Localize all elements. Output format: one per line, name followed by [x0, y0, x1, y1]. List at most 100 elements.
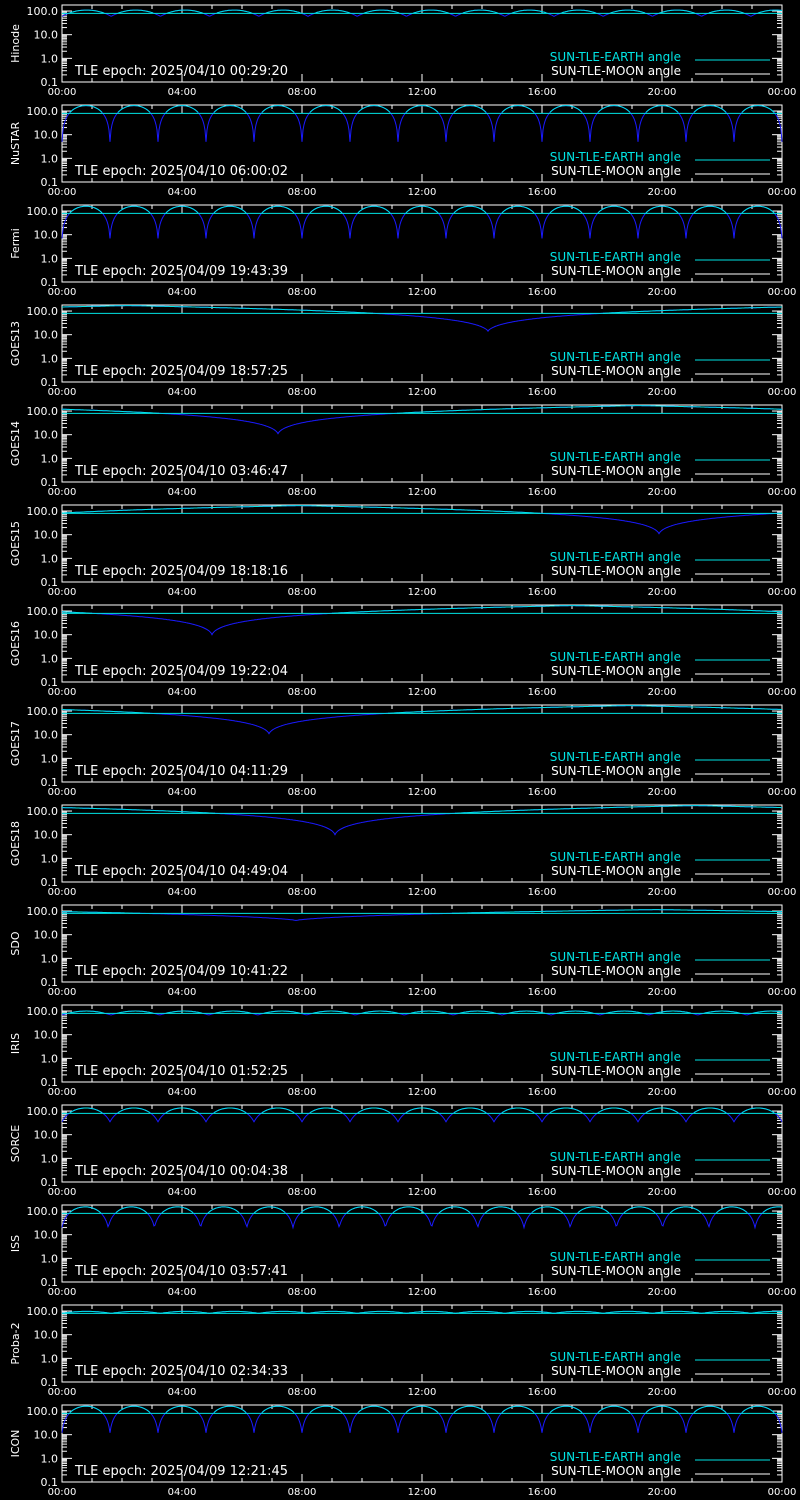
earth-angle-highlight	[117, 205, 151, 214]
earth-angle-highlight	[116, 1010, 154, 1014]
x-tick-label: 12:00	[408, 687, 437, 698]
earth-angle-highlight	[263, 1010, 301, 1014]
tle-epoch-annotation: TLE epoch: 2025/04/10 02:34:33	[74, 1364, 288, 1379]
x-tick-label: 04:00	[168, 1487, 197, 1498]
x-tick-label: 16:00	[528, 1087, 557, 1098]
legend-moon-label: SUN-TLE-MOON angle	[551, 1064, 681, 1078]
y-tick-label: 0.1	[41, 1076, 59, 1089]
earth-angle-highlight	[549, 1405, 583, 1413]
y-tick-label: 0.1	[41, 476, 59, 489]
y-tick-label: 100.0	[27, 1105, 59, 1118]
x-tick-label: 04:00	[168, 987, 197, 998]
y-axis-label: Fermi	[9, 228, 22, 259]
x-tick-label: 08:00	[288, 587, 317, 598]
earth-angle-highlight	[357, 1107, 391, 1114]
legend-earth-label: SUN-TLE-EARTH angle	[550, 1250, 681, 1264]
y-tick-label: 0.1	[41, 576, 59, 589]
x-tick-label: 12:00	[408, 787, 437, 798]
x-tick-label: 20:00	[648, 887, 677, 898]
earth-angle-highlight	[117, 9, 154, 14]
earth-angle-highlight	[501, 105, 535, 113]
legend-moon-label: SUN-TLE-MOON angle	[551, 264, 681, 278]
legend-moon-label: SUN-TLE-MOON angle	[551, 864, 681, 878]
earth-angle-highlight	[62, 305, 374, 314]
earth-angle-highlight	[165, 1107, 199, 1114]
earth-angle-highlight	[605, 1010, 643, 1014]
earth-angle-highlight	[363, 9, 400, 14]
earth-angle-highlight	[261, 1107, 295, 1114]
x-tick-label: 00:00	[48, 1387, 77, 1398]
x-tick-label: 00:00	[48, 887, 77, 898]
x-tick-label: 16:00	[528, 887, 557, 898]
legend-earth-label: SUN-TLE-EARTH angle	[550, 550, 681, 564]
tle-epoch-annotation: TLE epoch: 2025/04/10 04:11:29	[74, 764, 288, 779]
earth-angle-highlight	[309, 205, 343, 214]
earth-angle-highlight	[452, 909, 782, 914]
x-tick-label: 16:00	[528, 687, 557, 698]
y-tick-label: 100.0	[27, 805, 59, 818]
panel-proba-2: 0.1 1.0 10.0 100.0 00:00 04:00 08:00 12:00 16:00…	[9, 1304, 796, 1398]
x-tick-label: 00:00	[48, 1487, 77, 1498]
x-tick-label: 00:00	[768, 987, 797, 998]
earth-angle-highlight	[117, 105, 151, 113]
earth-angle-highlight	[213, 1107, 247, 1114]
x-tick-label: 20:00	[648, 1187, 677, 1198]
panel-goes13: 0.1 1.0 10.0 100.0 00:00 04:00 08:00 12:00 16:00…	[9, 304, 796, 398]
earth-angle-highlight	[214, 1010, 252, 1014]
panel-iss: 0.1 1.0 10.0 100.0 00:00 04:00 08:00 12:00 16:00…	[9, 1204, 796, 1298]
panel-goes15: 0.1 1.0 10.0 100.0 00:00 04:00 08:00 12:00 16:00…	[9, 504, 796, 598]
x-tick-label: 08:00	[288, 1187, 317, 1198]
x-tick-label: 08:00	[288, 87, 317, 98]
x-tick-label: 04:00	[168, 587, 197, 598]
x-tick-label: 16:00	[528, 287, 557, 298]
tle-epoch-annotation: TLE epoch: 2025/04/10 01:52:25	[74, 1064, 288, 1079]
earth-angle-highlight	[658, 9, 696, 14]
earth-angle-highlight	[265, 9, 302, 14]
earth-angle-highlight	[556, 1010, 594, 1014]
earth-angle-highlight	[207, 1206, 240, 1214]
legend-moon-label: SUN-TLE-MOON angle	[551, 764, 681, 778]
earth-angle-highlight	[453, 1405, 487, 1413]
panel-iris: 0.1 1.0 10.0 100.0 00:00 04:00 08:00 12:00 16:00…	[9, 1004, 796, 1098]
earth-angle-highlight	[253, 1206, 286, 1214]
earth-angle-highlight	[645, 105, 679, 113]
earth-angle-highlight	[213, 105, 247, 113]
y-axis-label: GOES17	[9, 721, 22, 766]
earth-angle-highlight	[762, 1206, 783, 1213]
x-tick-label: 04:00	[168, 487, 197, 498]
earth-angle-highlight	[69, 1206, 102, 1214]
x-tick-label: 16:00	[528, 487, 557, 498]
y-tick-label: 0.1	[41, 776, 59, 789]
x-tick-label: 16:00	[528, 1287, 557, 1298]
earth-angle-highlight	[213, 205, 247, 214]
y-tick-label: 100.0	[27, 505, 59, 518]
tle-epoch-annotation: TLE epoch: 2025/04/09 19:43:39	[74, 264, 288, 279]
earth-angle-highlight	[462, 9, 499, 14]
y-axis-label: GOES14	[9, 421, 22, 466]
x-tick-label: 00:00	[768, 187, 797, 198]
y-tick-label: 0.1	[41, 1476, 59, 1489]
earth-angle-highlight	[62, 807, 215, 814]
legend-earth-label: SUN-TLE-EARTH angle	[550, 50, 681, 64]
y-tick-label: 1.0	[41, 452, 59, 465]
y-tick-label: 100.0	[27, 405, 59, 418]
x-tick-label: 20:00	[648, 187, 677, 198]
y-tick-label: 0.1	[41, 1276, 59, 1289]
earth-angle-highlight	[741, 1107, 775, 1114]
earth-angle-highlight	[410, 1010, 448, 1014]
legend-earth-label: SUN-TLE-EARTH angle	[550, 1450, 681, 1464]
earth-angle-highlight	[693, 1107, 727, 1114]
legend-earth-label: SUN-TLE-EARTH angle	[550, 650, 681, 664]
x-tick-label: 00:00	[48, 687, 77, 698]
earth-angle-highlight	[62, 408, 160, 414]
y-tick-label: 0.1	[41, 1376, 59, 1389]
legend-earth-label: SUN-TLE-EARTH angle	[550, 450, 681, 464]
earth-angle-highlight	[165, 1010, 203, 1014]
x-tick-label: 08:00	[288, 687, 317, 698]
y-tick-label: 10.0	[34, 29, 59, 42]
x-tick-label: 00:00	[48, 1187, 77, 1198]
x-tick-label: 04:00	[168, 787, 197, 798]
panel-nustar: 0.1 1.0 10.0 100.0 00:00 04:00 08:00 12:00 16:00…	[9, 104, 797, 198]
y-tick-label: 1.0	[41, 652, 59, 665]
legend-moon-label: SUN-TLE-MOON angle	[551, 64, 681, 78]
